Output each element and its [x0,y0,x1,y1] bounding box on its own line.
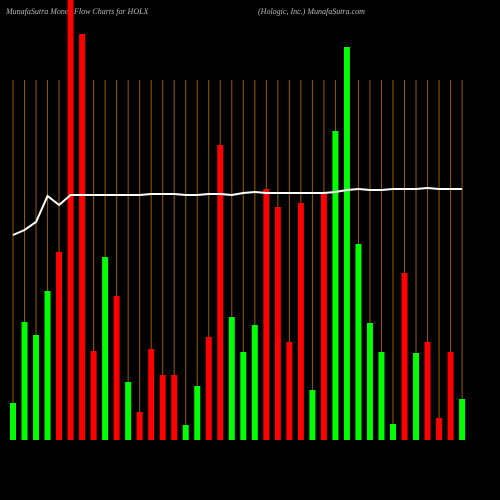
bar [205,337,212,440]
bar [21,322,28,440]
bar [56,252,63,440]
bar [102,257,109,440]
bar [10,403,16,440]
bar [378,352,385,440]
bar [309,390,316,440]
bar [401,273,408,440]
bar [286,342,293,440]
chart-title: MunafaSutra Money Flow Charts for HOLX [5,7,150,16]
bar [459,399,466,440]
bar [447,352,454,440]
bar [436,418,443,440]
bar [33,335,40,440]
bar [125,382,132,440]
bar [67,0,74,440]
bar [263,189,270,440]
money-flow-line [12,186,463,236]
bar [320,194,327,440]
bar [217,145,224,440]
bar [355,244,362,440]
bar [389,424,396,440]
bar [79,34,86,440]
bar [90,351,97,440]
bar [113,296,120,440]
bar [159,375,166,440]
chart-subtitle: (Hologic, Inc.) MunafaSutra.com [258,7,365,16]
bar [343,47,350,440]
bar [171,375,178,440]
bar [297,203,304,440]
bar [148,349,155,440]
bar [136,412,143,440]
bar [251,325,258,440]
bar [194,386,201,440]
bar [44,291,51,440]
bar [424,342,431,440]
bar [366,323,373,440]
bar [240,352,247,440]
bar [332,131,339,440]
bar [228,317,235,440]
bar [274,207,281,440]
bar [413,353,420,440]
bar [182,425,189,440]
